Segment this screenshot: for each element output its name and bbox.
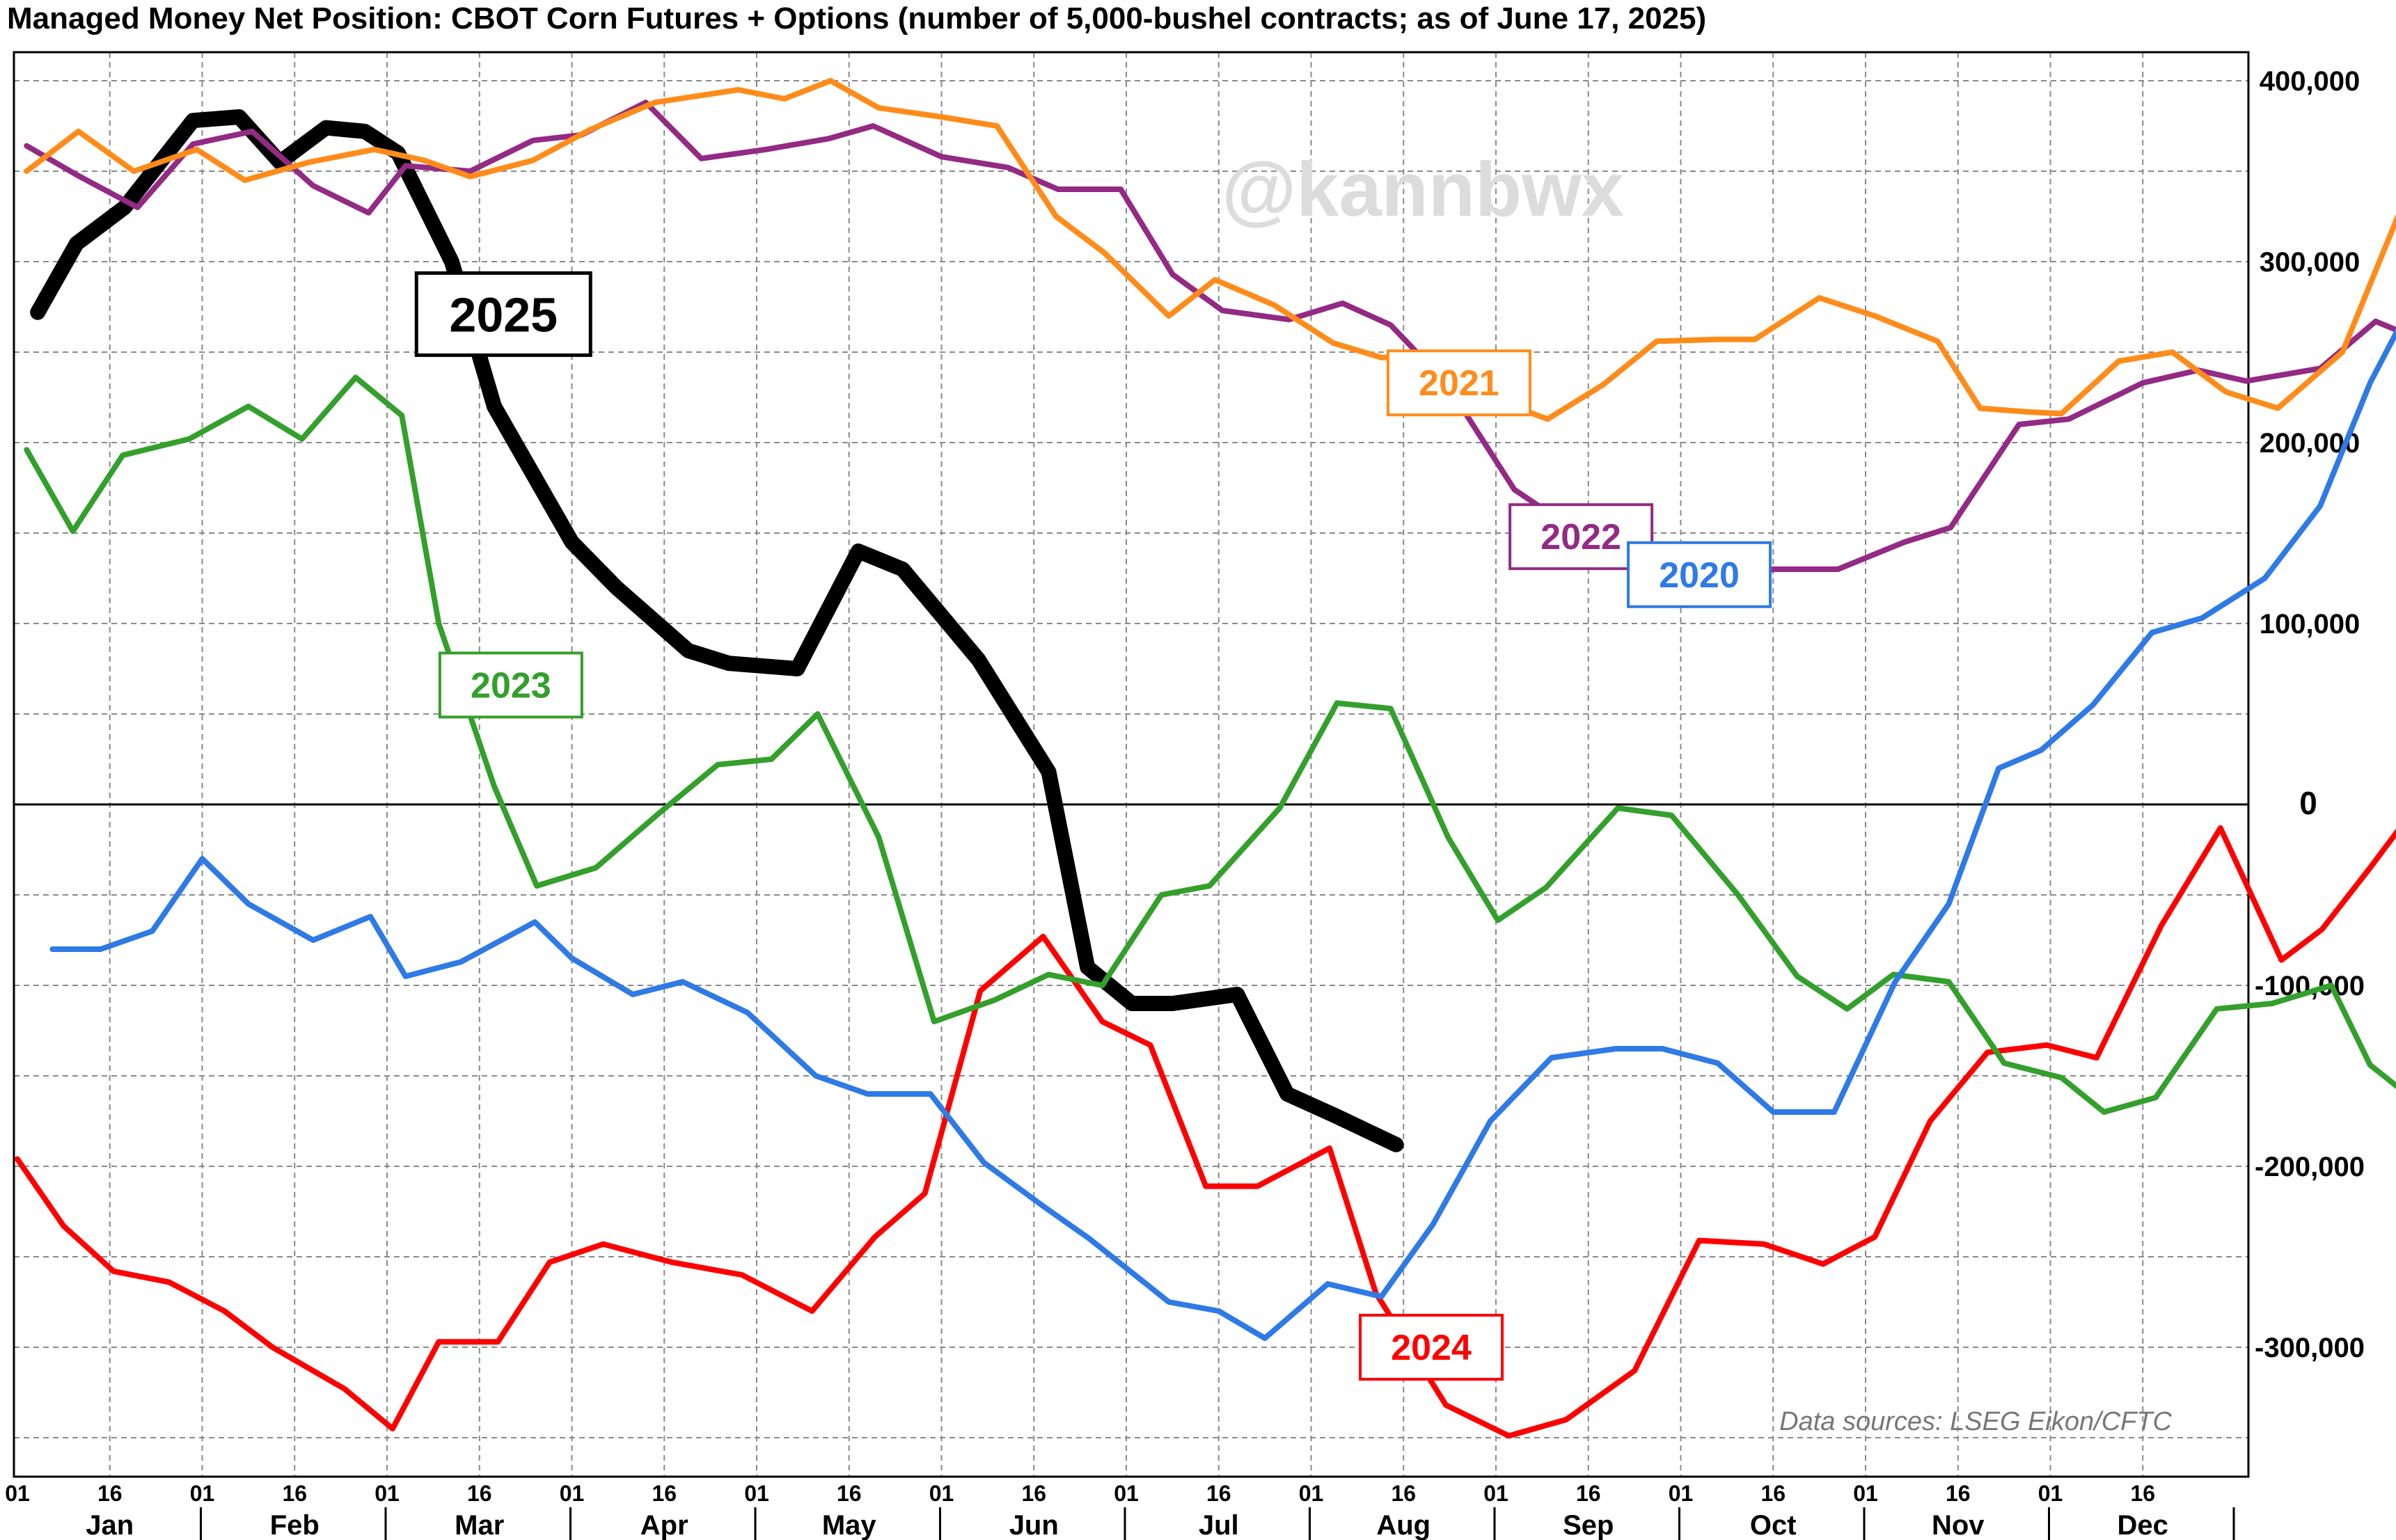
x-month-label: Apr — [640, 1510, 688, 1540]
y-tick-label: 0 — [2299, 785, 2317, 821]
series-label-box-2024 — [1359, 1314, 1504, 1381]
y-tick-label: 400,000 — [2260, 66, 2360, 97]
x-day-tick-label: 16 — [652, 1481, 677, 1506]
y-tick-label: 300,000 — [2260, 247, 2360, 278]
series-labels: 2025 2021 2022 2020 2023 2024 — [414, 271, 1772, 1381]
x-day-tick-label: 01 — [1299, 1481, 1324, 1506]
series-label-2023: 2023 — [471, 665, 551, 706]
x-day-tick-label: 01 — [2038, 1481, 2063, 1506]
series-line-2020 — [49, 327, 2396, 1341]
x-day-tick-label: 01 — [560, 1481, 585, 1506]
x-month-label: Dec — [2118, 1510, 2168, 1540]
watermark: @kannbwx — [1222, 147, 1624, 232]
x-day-tick-label: 16 — [1206, 1481, 1231, 1506]
x-month-label: Jun — [1009, 1510, 1059, 1540]
x-day-tick-label: 01 — [1114, 1481, 1139, 1506]
x-day-tick-label: 01 — [375, 1481, 400, 1506]
series-label-box-2020 — [1627, 541, 1772, 608]
series-line-2022 — [24, 100, 2396, 589]
x-day-tick-label: 01 — [929, 1481, 954, 1506]
axes: 01 16 Jan 01 16 Feb 01 16 Mar 01 16 Apr 01 16 May 01 16 J… — [5, 66, 2365, 1540]
x-month-label: Jul — [1199, 1510, 1239, 1540]
x-day-tick-label: 16 — [837, 1481, 862, 1506]
series-label-box-2023 — [438, 651, 583, 719]
x-day-tick-label: 16 — [467, 1481, 492, 1506]
plot-frame — [13, 51, 2250, 1478]
chart-title: Managed Money Net Position: CBOT Corn Fu… — [7, 1, 1707, 35]
series-line-2024 — [15, 825, 2396, 1439]
x-month-label: Jan — [86, 1510, 134, 1540]
series-label-2021: 2021 — [1419, 363, 1499, 404]
grid-lines — [14, 52, 2248, 1477]
x-day-tick-label: 16 — [1576, 1481, 1601, 1506]
y-tick-label: 100,000 — [2260, 609, 2360, 640]
x-month-label: Feb — [270, 1510, 320, 1540]
x-day-tick-label: 01 — [1853, 1481, 1878, 1506]
series-label-box-2025 — [414, 271, 592, 357]
series-label-box-2021 — [1386, 349, 1531, 417]
y-tick-label: -300,000 — [2255, 1333, 2365, 1363]
series-label-2024: 2024 — [1391, 1328, 1472, 1368]
x-day-tick-label: 16 — [1760, 1481, 1786, 1506]
series-label-2020: 2020 — [1659, 555, 1740, 596]
x-day-tick-label: 01 — [1669, 1481, 1694, 1506]
x-month-label: Mar — [455, 1510, 504, 1540]
series-lines — [15, 78, 2396, 1439]
source-note: Data sources: LSEG Eikon/CFTC — [1779, 1407, 2172, 1436]
x-day-tick-label: 01 — [5, 1481, 30, 1506]
series-line-2021 — [24, 78, 2396, 422]
x-day-tick-label: 16 — [1946, 1481, 1971, 1506]
y-tick-label: -100,000 — [2255, 971, 2365, 1001]
x-day-tick-label: 16 — [282, 1481, 307, 1506]
series-line-2025 — [30, 109, 1404, 1152]
x-day-tick-label: 01 — [744, 1481, 769, 1506]
x-month-label: Nov — [1932, 1510, 1985, 1540]
x-month-label: May — [822, 1510, 877, 1540]
x-month-label: Sep — [1563, 1510, 1614, 1540]
x-day-tick-label: 16 — [1391, 1481, 1416, 1506]
x-day-tick-label: 01 — [1483, 1481, 1508, 1506]
series-label-2022: 2022 — [1540, 517, 1621, 557]
series-label-2025: 2025 — [449, 287, 558, 342]
x-day-tick-label: 16 — [2130, 1481, 2155, 1506]
series-line-2023 — [24, 374, 2396, 1115]
y-tick-label: -200,000 — [2255, 1152, 2365, 1182]
x-day-tick-label: 16 — [97, 1481, 123, 1506]
x-month-label: Aug — [1376, 1510, 1430, 1540]
x-day-tick-label: 01 — [190, 1481, 215, 1506]
x-month-label: Oct — [1750, 1510, 1797, 1540]
x-day-tick-label: 16 — [1021, 1481, 1046, 1506]
